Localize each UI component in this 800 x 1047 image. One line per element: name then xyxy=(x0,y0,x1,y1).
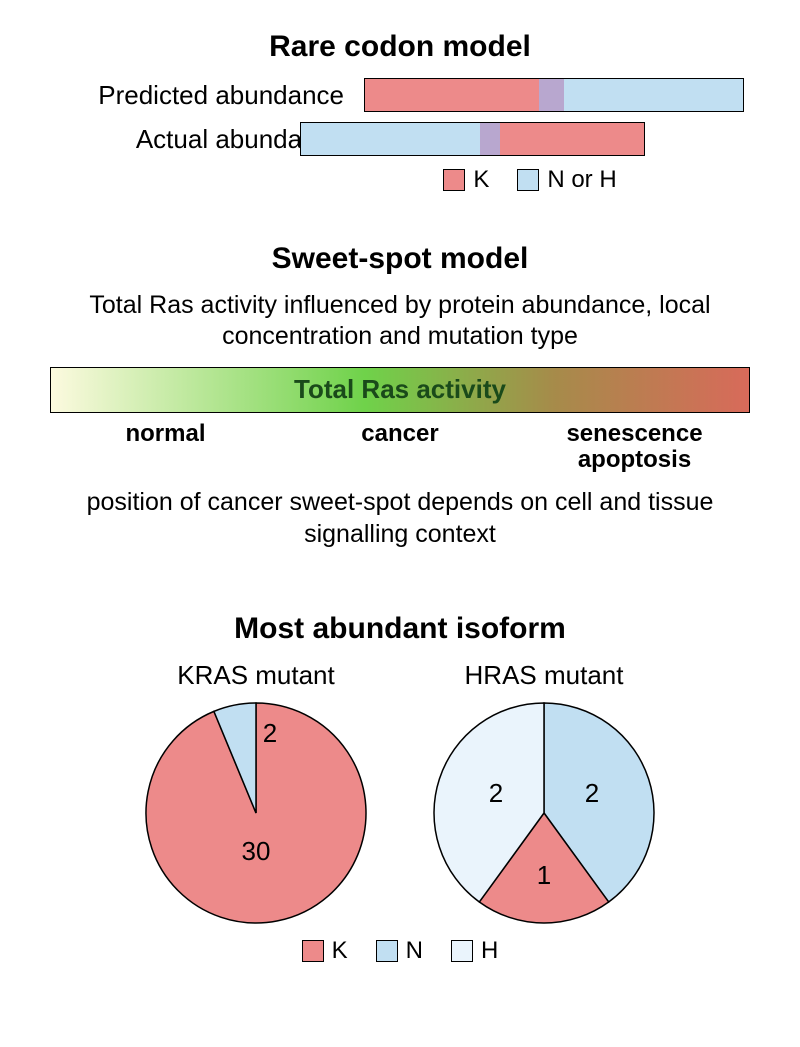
bar-segment-k xyxy=(364,78,564,112)
pie-title: HRAS mutant xyxy=(430,660,658,691)
pie-row: KRAS mutant 30 2 HRAS mutant 2 1 2 xyxy=(40,660,760,927)
legend-label: N or H xyxy=(547,166,616,194)
legend-item: K xyxy=(443,166,489,194)
sweet-spot-outro: position of cancer sweet-spot depends on… xyxy=(40,487,760,550)
legend-label: H xyxy=(481,937,498,965)
pie-slice-value: 2 xyxy=(489,778,503,808)
isoform-title: Most abundant isoform xyxy=(40,612,760,646)
sweet-spot-section: Sweet-spot model Total Ras activity infl… xyxy=(40,242,760,550)
bar-segment-overlap xyxy=(539,78,564,112)
legend-label: N xyxy=(406,937,423,965)
legend-item: H xyxy=(451,937,498,965)
bar-row-label: Predicted abundance xyxy=(40,80,350,111)
sweet-spot-title: Sweet-spot model xyxy=(40,242,760,276)
pie-slice-value: 2 xyxy=(585,778,599,808)
phase-label: senescenceapoptosis xyxy=(519,421,750,474)
pie-slice-value: 30 xyxy=(242,836,271,866)
phase-row: normalcancersenescenceapoptosis xyxy=(50,421,750,474)
legend-label: K xyxy=(332,937,348,965)
legend-label: K xyxy=(473,166,489,194)
pie-title: KRAS mutant xyxy=(142,660,370,691)
bar-segment-n-or-h xyxy=(300,122,500,156)
isoform-legend: KNH xyxy=(40,937,760,965)
isoform-section: Most abundant isoform KRAS mutant302HRAS… xyxy=(40,612,760,965)
pie-slice-value: 2 xyxy=(263,718,277,748)
ras-activity-gradient: Total Ras activity xyxy=(50,367,750,413)
legend-swatch xyxy=(451,940,473,962)
legend-swatch xyxy=(517,169,539,191)
pie-chart: KRAS mutant 30 2 xyxy=(142,660,370,927)
pie-svg: 30 2 xyxy=(142,699,370,927)
legend-item: N xyxy=(376,937,423,965)
bar-track xyxy=(364,78,744,112)
pie-slice-value: 1 xyxy=(537,860,551,890)
legend-item: N or H xyxy=(517,166,616,194)
sweet-spot-intro: Total Ras activity influenced by protein… xyxy=(40,290,760,353)
phase-label: normal xyxy=(50,421,281,474)
legend-swatch xyxy=(376,940,398,962)
bar-row: Predicted abundance xyxy=(40,78,760,112)
legend-swatch xyxy=(302,940,324,962)
legend-swatch xyxy=(443,169,465,191)
bar-segment-n-or-h xyxy=(539,78,744,112)
rare-codon-section: Rare codon model Predicted abundance Actu… xyxy=(40,30,760,194)
bar-track xyxy=(300,122,645,156)
rare-codon-bars: Predicted abundance Actual abundance xyxy=(40,78,760,156)
pie-chart: HRAS mutant 2 1 2 xyxy=(430,660,658,927)
bar-segment-k xyxy=(480,122,645,156)
phase-label: cancer xyxy=(285,421,516,474)
bar-row: Actual abundance xyxy=(40,122,760,156)
legend-item: K xyxy=(302,937,348,965)
rare-codon-title: Rare codon model xyxy=(40,30,760,64)
ras-activity-label: Total Ras activity xyxy=(294,374,506,405)
pie-svg: 2 1 2 xyxy=(430,699,658,927)
bar-segment-overlap xyxy=(480,122,500,156)
rare-codon-legend: K N or H xyxy=(300,166,760,194)
